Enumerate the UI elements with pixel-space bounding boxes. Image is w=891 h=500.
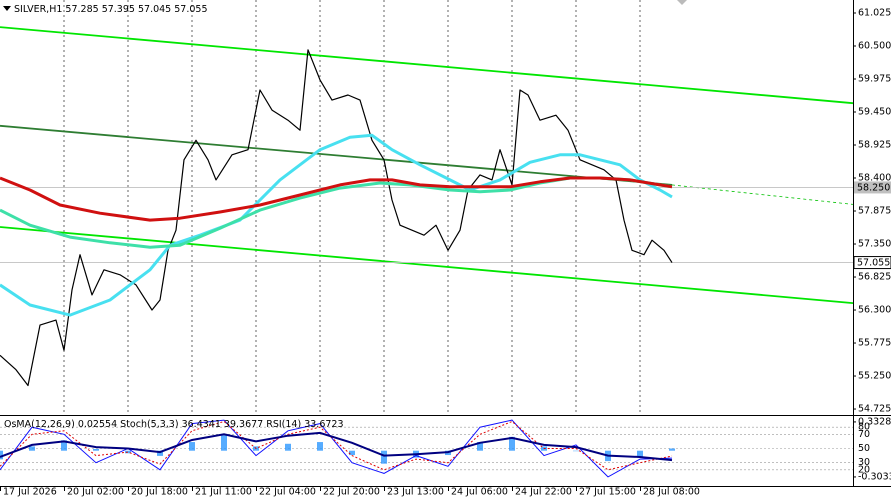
price-label-box <box>854 181 891 194</box>
y-tick-label: 56.300 <box>858 305 891 316</box>
legend-name: RSI(14) <box>266 419 301 430</box>
indicator-legend: OsMA(12,26,9) 0.02554 Stoch(5,3,3) 36.43… <box>4 419 344 430</box>
x-tick-label: 28 Jul 08:00 <box>643 487 700 498</box>
osma-bar <box>29 446 35 451</box>
osma-bar <box>509 436 515 451</box>
menu-arrow[interactable] <box>3 6 11 11</box>
header-item: 57.045 <box>138 4 171 15</box>
legend-value: 36.4341 <box>182 419 221 430</box>
price-label: 58.250 <box>857 182 890 193</box>
shift-marker <box>677 0 687 5</box>
osma-bar <box>285 443 291 451</box>
osma-bar <box>0 450 3 460</box>
legend-value: 39.3677 <box>224 419 263 430</box>
indicator-line <box>0 420 673 471</box>
header-item: SILVER,H1 <box>14 4 62 15</box>
x-tick-label: 21 Jul 11:00 <box>195 487 252 498</box>
y-tick-label: 50 <box>858 443 870 454</box>
x-tick-label: 22 Jul 20:00 <box>323 487 380 498</box>
osma-bar <box>317 442 323 451</box>
trend-line <box>0 226 854 304</box>
y-tick-label: 58.400 <box>858 173 891 184</box>
indicator-line <box>0 419 673 478</box>
legend-value: 33.6723 <box>304 419 343 430</box>
y-tick-label: 59.450 <box>858 107 891 118</box>
y-tick-label: 59.975 <box>858 74 891 85</box>
series-line <box>0 133 673 317</box>
x-tick-label: 20 Jul 02:00 <box>67 487 124 498</box>
y-tick-label: 54.725 <box>858 404 891 415</box>
osma-bar <box>477 442 483 451</box>
series-line <box>0 49 673 387</box>
trend-line <box>671 184 854 205</box>
y-tick-label: 20 <box>858 464 870 475</box>
y-tick-label: 57.875 <box>858 206 891 217</box>
osma-bar <box>189 442 195 451</box>
osma-bar <box>61 440 67 451</box>
osma-bar <box>637 450 643 458</box>
trend-line <box>0 124 673 186</box>
legend-name: OsMA(12,26,9) <box>4 419 75 430</box>
osma-bar <box>157 450 163 456</box>
osma-bar <box>573 450 579 452</box>
chart-header: SILVER,H1 57.285 57.395 57.045 57.055 <box>14 4 208 15</box>
x-tick-label: 27 Jul 15:00 <box>579 487 636 498</box>
y-tick-label: 70 <box>858 429 870 440</box>
y-tick-label: 80 <box>858 422 870 433</box>
y-tick-label: 55.250 <box>858 371 891 382</box>
legend-name: Stoch(5,3,3) <box>120 419 178 430</box>
series-line <box>0 176 673 222</box>
y-tick-label: 61.025 <box>858 8 891 19</box>
indicator-line <box>0 431 673 462</box>
trend-line <box>0 26 854 105</box>
osma-bar <box>669 448 675 451</box>
x-tick-label: 17 Jul 2026 <box>3 487 57 498</box>
x-tick-label: 24 Jul 06:00 <box>451 487 508 498</box>
x-tick-label: 20 Jul 18:00 <box>131 487 188 498</box>
y-tick-label: 56.825 <box>858 272 891 283</box>
osma-bar <box>93 448 99 451</box>
y-tick-label: 57.350 <box>858 239 891 250</box>
y-tick-label: 30 <box>858 457 870 468</box>
y2-tick-label: -0.30339 <box>858 471 891 482</box>
y-tick-label: 58.925 <box>858 140 891 151</box>
x-tick-label: 22 Jul 04:00 <box>259 487 316 498</box>
osma-bar <box>221 435 227 451</box>
y2-tick-label: 0.33284 <box>858 416 891 427</box>
price-label: 57.055 <box>857 258 890 269</box>
osma-bar <box>125 450 131 454</box>
header-item: 57.055 <box>174 4 207 15</box>
price-label-box <box>853 256 891 270</box>
osma-bar <box>349 450 355 456</box>
header-item: 57.285 <box>65 4 98 15</box>
header-item: 57.395 <box>102 4 135 15</box>
y-tick-label: 55.775 <box>858 338 891 349</box>
x-tick-label: 23 Jul 13:00 <box>387 487 444 498</box>
legend-value: 0.02554 <box>78 419 117 430</box>
x-tick-label: 24 Jul 22:00 <box>515 487 572 498</box>
y-tick-label: 60.500 <box>858 41 891 52</box>
osma-bar <box>381 450 387 464</box>
